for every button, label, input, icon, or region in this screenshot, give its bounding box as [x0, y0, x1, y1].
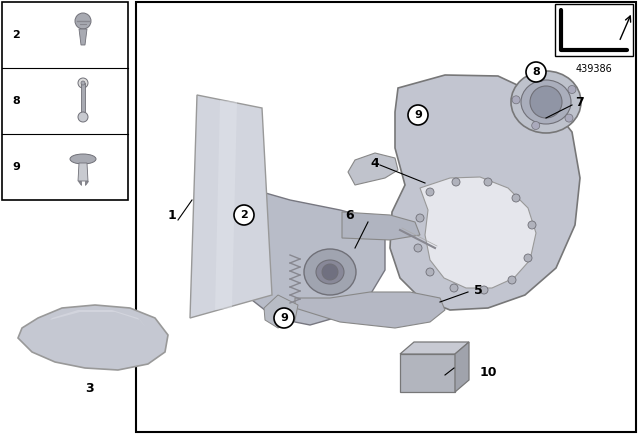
Circle shape	[450, 284, 458, 292]
Polygon shape	[190, 95, 272, 318]
Polygon shape	[348, 153, 398, 185]
Text: 9: 9	[414, 110, 422, 120]
Circle shape	[528, 221, 536, 229]
Bar	[400, 354, 455, 392]
Circle shape	[480, 286, 488, 294]
Text: 6: 6	[346, 208, 355, 221]
Circle shape	[78, 112, 88, 122]
Circle shape	[75, 13, 91, 29]
Circle shape	[234, 205, 254, 225]
Circle shape	[537, 73, 545, 82]
Polygon shape	[85, 181, 88, 185]
Circle shape	[78, 78, 88, 88]
Circle shape	[512, 194, 520, 202]
Polygon shape	[264, 295, 298, 328]
Text: 8: 8	[532, 67, 540, 77]
Text: 9: 9	[280, 313, 288, 323]
Text: 439386: 439386	[575, 64, 612, 74]
Text: 5: 5	[474, 284, 483, 297]
Circle shape	[426, 268, 434, 276]
Polygon shape	[50, 310, 148, 330]
Polygon shape	[455, 342, 469, 392]
Text: 9: 9	[12, 162, 20, 172]
Circle shape	[484, 178, 492, 186]
Bar	[2, 2, 128, 200]
Circle shape	[526, 62, 546, 82]
Circle shape	[530, 86, 562, 118]
Circle shape	[568, 86, 576, 94]
Circle shape	[322, 264, 338, 280]
Circle shape	[274, 308, 294, 328]
Ellipse shape	[511, 71, 581, 133]
Circle shape	[524, 254, 532, 262]
Text: 7: 7	[575, 95, 584, 108]
Polygon shape	[78, 181, 81, 185]
Ellipse shape	[304, 249, 356, 295]
Bar	[81, 83, 85, 117]
Polygon shape	[78, 163, 88, 181]
Bar	[136, 2, 636, 432]
Text: 2: 2	[12, 30, 20, 40]
Circle shape	[512, 96, 520, 104]
Circle shape	[565, 114, 573, 122]
Polygon shape	[79, 29, 87, 45]
Circle shape	[408, 105, 428, 125]
Polygon shape	[215, 100, 237, 310]
Polygon shape	[342, 212, 420, 240]
Bar	[555, 4, 633, 56]
Circle shape	[426, 188, 434, 196]
Circle shape	[414, 244, 422, 252]
Text: 2: 2	[240, 210, 248, 220]
Polygon shape	[295, 292, 445, 328]
Circle shape	[452, 178, 460, 186]
Text: 1: 1	[168, 208, 177, 221]
Polygon shape	[390, 75, 580, 310]
Circle shape	[532, 121, 540, 129]
Polygon shape	[420, 177, 536, 288]
Circle shape	[508, 276, 516, 284]
Ellipse shape	[70, 154, 96, 164]
Polygon shape	[240, 190, 385, 325]
Ellipse shape	[521, 80, 571, 124]
Text: 8: 8	[12, 96, 20, 106]
Circle shape	[416, 214, 424, 222]
Text: 4: 4	[371, 156, 380, 169]
Text: 3: 3	[86, 382, 94, 395]
Circle shape	[81, 81, 85, 85]
Polygon shape	[400, 342, 469, 354]
Polygon shape	[18, 305, 168, 370]
Text: 10: 10	[479, 366, 497, 379]
Ellipse shape	[316, 260, 344, 284]
